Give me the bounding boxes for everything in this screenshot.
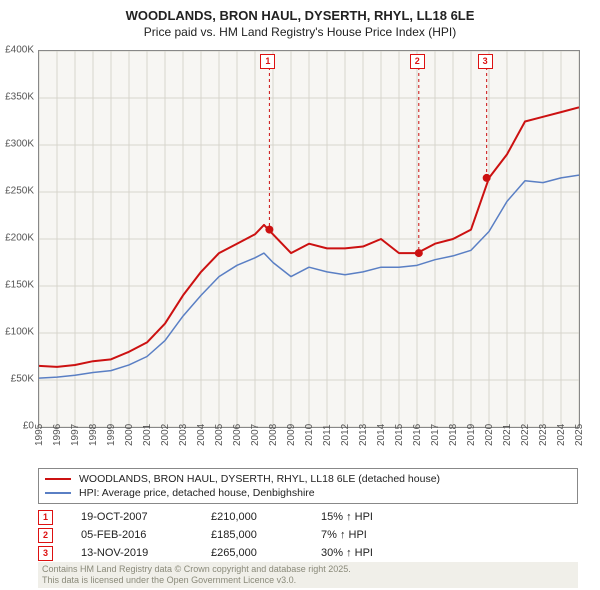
legend-swatch: [45, 478, 71, 480]
legend-row: WOODLANDS, BRON HAUL, DYSERTH, RHYL, LL1…: [45, 472, 571, 486]
legend: WOODLANDS, BRON HAUL, DYSERTH, RHYL, LL1…: [38, 468, 578, 504]
chart-svg: [39, 51, 579, 427]
sale-date: 05-FEB-2016: [81, 529, 211, 541]
legend-label: HPI: Average price, detached house, Denb…: [79, 486, 315, 500]
y-tick-label: £50K: [0, 374, 36, 385]
x-tick-label: 1995: [34, 424, 45, 446]
x-tick-label: 2009: [286, 424, 297, 446]
sale-date: 19-OCT-2007: [81, 511, 211, 523]
y-tick-label: £0: [0, 421, 36, 432]
chart-titles: WOODLANDS, BRON HAUL, DYSERTH, RHYL, LL1…: [0, 0, 600, 39]
chart-marker-3: 3: [478, 54, 493, 69]
x-tick-label: 2018: [448, 424, 459, 446]
legend-swatch: [45, 492, 71, 494]
y-axis-labels: £0£50K£100K£150K£200K£250K£300K£350K£400…: [0, 50, 36, 426]
x-tick-label: 2002: [160, 424, 171, 446]
y-tick-label: £200K: [0, 233, 36, 244]
sale-price: £185,000: [211, 529, 321, 541]
x-tick-label: 2010: [304, 424, 315, 446]
x-tick-label: 2006: [232, 424, 243, 446]
x-tick-label: 2000: [124, 424, 135, 446]
x-tick-label: 1997: [70, 424, 81, 446]
x-tick-label: 2008: [268, 424, 279, 446]
chart-plot-area: [38, 50, 580, 428]
x-tick-label: 2019: [466, 424, 477, 446]
x-axis-labels: 1995199619971998199920002001200220032004…: [38, 428, 578, 462]
y-tick-label: £300K: [0, 139, 36, 150]
sale-delta: 7% ↑ HPI: [321, 529, 431, 541]
footer-attribution: Contains HM Land Registry data © Crown c…: [38, 562, 578, 588]
sale-price: £265,000: [211, 547, 321, 559]
y-tick-label: £350K: [0, 92, 36, 103]
y-tick-label: £150K: [0, 280, 36, 291]
sale-delta: 15% ↑ HPI: [321, 511, 431, 523]
sale-price: £210,000: [211, 511, 321, 523]
title-sub: Price paid vs. HM Land Registry's House …: [0, 25, 600, 39]
legend-label: WOODLANDS, BRON HAUL, DYSERTH, RHYL, LL1…: [79, 472, 440, 486]
sale-marker: 3: [38, 546, 53, 561]
x-tick-label: 2016: [412, 424, 423, 446]
x-tick-label: 2007: [250, 424, 261, 446]
title-main: WOODLANDS, BRON HAUL, DYSERTH, RHYL, LL1…: [0, 8, 600, 23]
legend-row: HPI: Average price, detached house, Denb…: [45, 486, 571, 500]
sale-row: 3 13-NOV-2019£265,00030% ↑ HPI: [38, 544, 578, 562]
x-tick-label: 2025: [574, 424, 585, 446]
x-tick-label: 2024: [556, 424, 567, 446]
x-tick-label: 2005: [214, 424, 225, 446]
chart-marker-2: 2: [410, 54, 425, 69]
x-tick-label: 2015: [394, 424, 405, 446]
x-tick-label: 2013: [358, 424, 369, 446]
x-tick-label: 2014: [376, 424, 387, 446]
x-tick-label: 1996: [52, 424, 63, 446]
x-tick-label: 2001: [142, 424, 153, 446]
x-tick-label: 2023: [538, 424, 549, 446]
sales-table: 1 19-OCT-2007£210,00015% ↑ HPI 2 05-FEB-201…: [38, 508, 578, 562]
footer-line1: Contains HM Land Registry data © Crown c…: [42, 564, 574, 575]
y-tick-label: £250K: [0, 186, 36, 197]
sale-marker: 1: [38, 510, 53, 525]
x-tick-label: 2020: [484, 424, 495, 446]
x-tick-label: 2017: [430, 424, 441, 446]
chart-marker-1: 1: [260, 54, 275, 69]
y-tick-label: £400K: [0, 45, 36, 56]
sale-row: 1 19-OCT-2007£210,00015% ↑ HPI: [38, 508, 578, 526]
x-tick-label: 1999: [106, 424, 117, 446]
x-tick-label: 2022: [520, 424, 531, 446]
sale-marker: 2: [38, 528, 53, 543]
sale-date: 13-NOV-2019: [81, 547, 211, 559]
footer-line2: This data is licensed under the Open Gov…: [42, 575, 574, 586]
x-tick-label: 2012: [340, 424, 351, 446]
x-tick-label: 2003: [178, 424, 189, 446]
sale-delta: 30% ↑ HPI: [321, 547, 431, 559]
x-tick-label: 1998: [88, 424, 99, 446]
x-tick-label: 2021: [502, 424, 513, 446]
y-tick-label: £100K: [0, 327, 36, 338]
x-tick-label: 2011: [322, 424, 333, 446]
x-tick-label: 2004: [196, 424, 207, 446]
sale-row: 2 05-FEB-2016£185,0007% ↑ HPI: [38, 526, 578, 544]
